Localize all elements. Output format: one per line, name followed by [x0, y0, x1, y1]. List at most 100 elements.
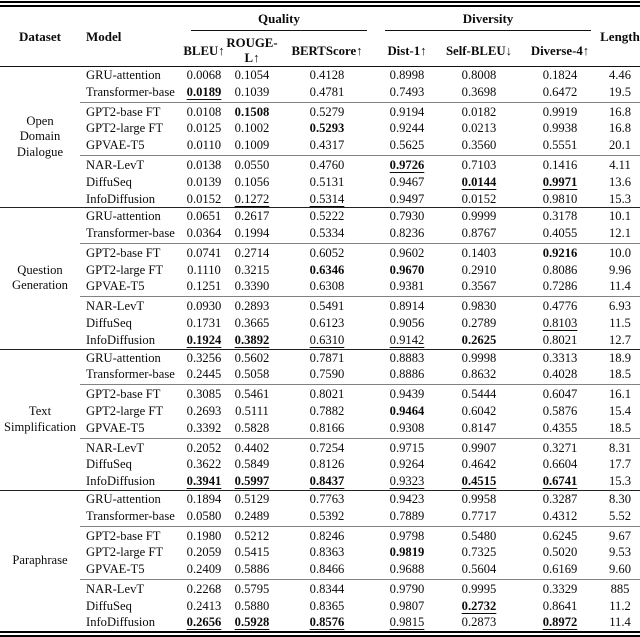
- metric-value: 0.9798: [376, 525, 438, 545]
- length-value: 11.4: [609, 615, 631, 630]
- table-row: GPVAE-T5 0.1251 0.3390 0.6308 0.9381 0.3567 0.…: [0, 278, 640, 296]
- model-name: InfoDiffusion: [86, 615, 156, 630]
- metric-value: 0.8086: [542, 262, 578, 277]
- model-name: InfoDiffusion: [86, 332, 156, 347]
- length-value: 8.31: [600, 437, 640, 457]
- metric-value: 0.2873: [461, 615, 497, 630]
- model-name: GRU-attention: [86, 67, 161, 82]
- length-value: 19.5: [608, 84, 632, 99]
- metric-value: 0.7763: [309, 491, 345, 506]
- length-value: 18.5: [608, 420, 632, 435]
- metric-value: 0.5795: [226, 579, 278, 598]
- metric-value: 0.7103: [438, 155, 520, 174]
- metric-value: 0.1994: [234, 225, 270, 240]
- col-header-dist-1: Dist-1↑: [387, 43, 427, 58]
- metric-value: 0.5604: [461, 561, 497, 576]
- table-row: DiffuSeq 0.3622 0.5849 0.8126 0.9264 0.4642 0.…: [0, 457, 640, 474]
- model-name: GRU-attention: [86, 350, 161, 365]
- metric-value: 0.5828: [234, 420, 270, 435]
- metric-value: 0.0138: [182, 155, 226, 174]
- table-row: GPVAE-T5 0.3392 0.5828 0.8166 0.9308 0.8147 0.…: [0, 420, 640, 438]
- metric-value: 0.5279: [278, 101, 376, 121]
- metric-value: 0.9830: [438, 296, 520, 316]
- metric-value: 0.1272: [234, 191, 270, 206]
- metric-value: 0.3085: [182, 384, 226, 404]
- col-header-self-bleu: Self-BLEU↓: [445, 43, 513, 58]
- length-value: 4.46: [608, 67, 632, 82]
- length-value: 11.2: [609, 598, 631, 613]
- metric-value: 0.7717: [461, 508, 497, 523]
- table-row: GPT2-base FT 0.0108 0.1508 0.5279 0.9194 0.01…: [0, 101, 640, 121]
- metric-value: 0.2059: [186, 545, 222, 560]
- model-name: NAR-LevT: [80, 437, 182, 457]
- col-header-bleu: BLEU↑: [183, 43, 225, 58]
- metric-value: 0.2409: [186, 561, 222, 576]
- col-header-diverse-4: Diverse-4↑: [530, 43, 590, 58]
- metric-value: 0.4355: [542, 420, 578, 435]
- quality-group-label: Quality: [191, 11, 367, 31]
- dataset-label-line: Paraphrase: [12, 553, 68, 568]
- metric-value: 0.2445: [186, 367, 222, 382]
- metric-value: 0.8632: [461, 367, 497, 382]
- metric-value: 0.5129: [234, 491, 270, 506]
- metric-value: 0.4515: [461, 474, 497, 489]
- metric-value: 0.7889: [389, 508, 425, 523]
- metric-value: 0.6346: [309, 262, 345, 277]
- length-value: 9.67: [600, 525, 640, 545]
- metric-value: 0.2910: [461, 262, 497, 277]
- header-row-groups: Dataset Model Quality Diversity Length: [0, 4, 640, 44]
- metric-value: 0.5058: [234, 367, 270, 382]
- model-name: NAR-LevT: [80, 296, 182, 316]
- metric-value: 0.9381: [389, 279, 425, 294]
- metric-value: 0.9670: [389, 262, 425, 277]
- dataset-block: Question Generation GRU-attention 0.0651 0.2…: [0, 207, 640, 349]
- metric-value: 0.3392: [186, 420, 222, 435]
- length-value: 9.53: [608, 545, 632, 560]
- metric-value: 0.9142: [389, 332, 425, 347]
- metric-value: 0.5461: [226, 384, 278, 404]
- length-value: 13.6: [608, 174, 632, 189]
- metric-value: 0.0651: [186, 209, 222, 224]
- metric-value: 0.9998: [461, 350, 497, 365]
- metric-value: 0.2693: [186, 403, 222, 418]
- table-row: Transformer-base 0.2445 0.5058 0.7590 0.8886…: [0, 366, 640, 384]
- metric-value: 0.5222: [309, 209, 345, 224]
- model-name: DiffuSeq: [86, 316, 132, 331]
- metric-value: 0.6604: [542, 457, 578, 472]
- metric-value: 0.5415: [234, 545, 270, 560]
- metric-value: 0.8246: [278, 525, 376, 545]
- length-value: 12.7: [608, 332, 632, 347]
- length-value: 12.1: [608, 225, 632, 240]
- metric-value: 0.1980: [182, 525, 226, 545]
- table-row: GPT2-large FT 0.2693 0.5111 0.7882 0.9464 0.6…: [0, 403, 640, 420]
- metric-value: 0.5020: [542, 545, 578, 560]
- metric-value: 0.8236: [389, 225, 425, 240]
- metric-value: 0.3271: [520, 437, 601, 457]
- metric-value: 0.6310: [309, 332, 345, 347]
- metric-value: 0.4128: [309, 67, 345, 82]
- metric-value: 0.9244: [389, 121, 425, 136]
- metric-value: 0.3698: [461, 84, 497, 99]
- length-value: 16.8: [608, 121, 632, 136]
- metric-value: 0.3287: [542, 491, 578, 506]
- metric-value: 0.9971: [542, 174, 578, 189]
- length-value: 18.9: [608, 350, 632, 365]
- metric-value: 0.1110: [187, 262, 221, 277]
- metric-value: 0.1009: [234, 138, 270, 153]
- length-value: 9.60: [608, 561, 632, 576]
- metric-value: 0.2489: [234, 508, 270, 523]
- model-name: GPT2-base FT: [80, 384, 182, 404]
- metric-value: 0.3941: [186, 474, 222, 489]
- metric-value: 0.3215: [234, 262, 270, 277]
- metric-value: 0.9919: [520, 101, 601, 121]
- metric-value: 0.2625: [461, 332, 497, 347]
- metric-value: 0.7930: [389, 209, 425, 224]
- length-value: 10.1: [608, 209, 632, 224]
- metric-value: 0.5602: [234, 350, 270, 365]
- model-name: GRU-attention: [86, 209, 161, 224]
- metric-value: 0.9810: [542, 191, 578, 206]
- metric-value: 0.7871: [309, 350, 345, 365]
- metric-value: 0.9819: [389, 545, 425, 560]
